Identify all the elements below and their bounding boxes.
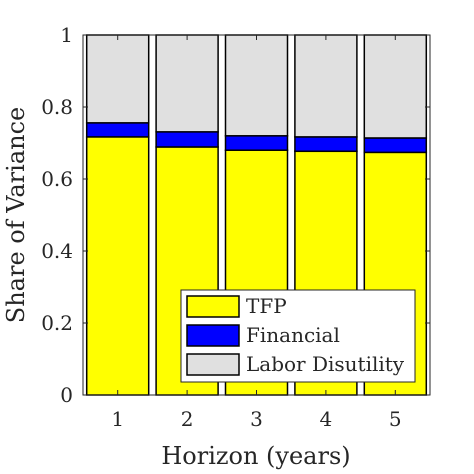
bar-labor-disutility-1	[85, 34, 150, 124]
y-tick-label: 0.6	[41, 167, 73, 191]
legend-swatch-tfp	[186, 295, 240, 318]
y-tick-label: 1	[60, 23, 73, 47]
y-axis-title: Share of Variance	[2, 107, 30, 323]
bar-tfp-1	[85, 136, 150, 396]
x-tick-label: 5	[389, 407, 402, 431]
bar-financial-4	[294, 136, 358, 153]
bar-financial-2	[155, 131, 219, 148]
legend-label-labor-disutility: Labor Disutility	[246, 352, 405, 376]
bar-financial-3	[224, 135, 289, 151]
legend: TFP Financial Labor Disutility	[180, 289, 416, 383]
bar-financial-5	[363, 137, 428, 154]
y-tick-label: 0.4	[41, 239, 73, 263]
legend-label-tfp: TFP	[246, 294, 287, 318]
bar-labor-disutility-4	[294, 34, 358, 138]
bar-labor-disutility-3	[224, 34, 289, 137]
legend-label-financial: Financial	[246, 323, 340, 347]
bar-labor-disutility-5	[363, 34, 428, 139]
x-tick-label: 1	[111, 407, 124, 431]
y-tick-label: 0.2	[41, 311, 73, 335]
y-tick-label: 0.8	[41, 95, 73, 119]
bar-labor-disutility-2	[155, 34, 219, 133]
x-tick-label: 2	[181, 407, 194, 431]
x-axis-title: Horizon (years)	[161, 442, 350, 470]
x-tick-label: 4	[320, 407, 333, 431]
x-tick-label: 3	[250, 407, 263, 431]
bar-financial-1	[85, 122, 150, 138]
legend-swatch-financial	[186, 324, 240, 347]
ticks-group: 0 0.2 0.4 0.6 0.8 1 1 2 3 4 5	[41, 23, 430, 431]
y-tick-label: 0	[60, 383, 73, 407]
legend-swatch-labor-disutility	[186, 353, 240, 376]
